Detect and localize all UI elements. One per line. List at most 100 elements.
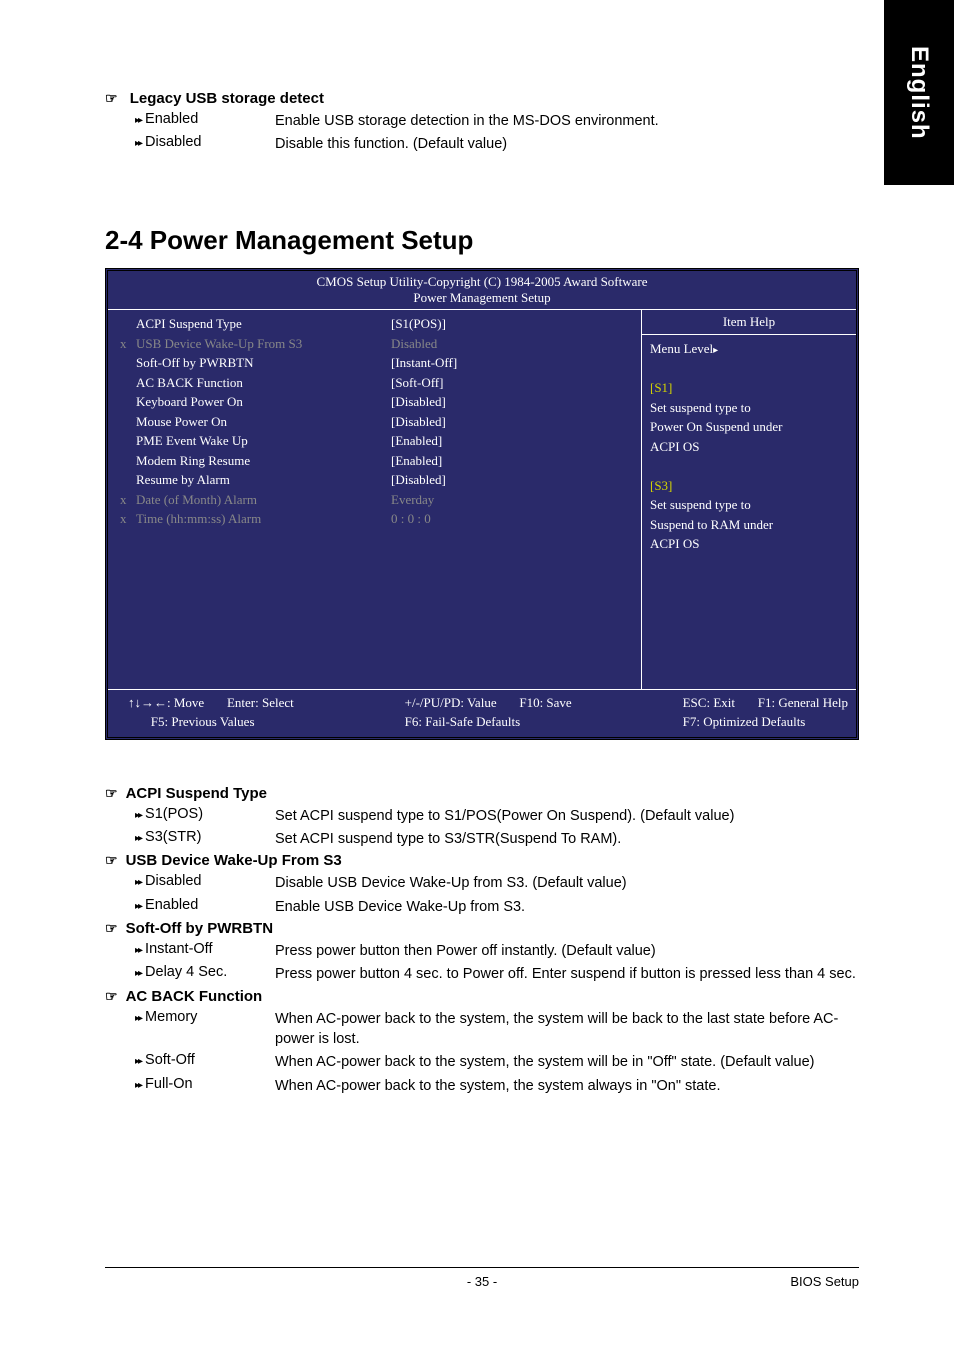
option-row: Enabled Enable USB storage detection in …	[135, 111, 859, 131]
help-line: Power On Suspend under	[650, 417, 848, 437]
bios-setting-row: xTime (hh:mm:ss) Alarm0 : 0 : 0	[120, 509, 633, 529]
bios-setting-row: Keyboard Power On[Disabled]	[120, 392, 633, 412]
option-label: Enabled	[135, 111, 275, 131]
bios-setting-row: PME Event Wake Up[Enabled]	[120, 431, 633, 451]
setting-label: Resume by Alarm	[136, 470, 391, 490]
row-marker	[120, 451, 136, 471]
bios-setting-row: Modem Ring Resume[Enabled]	[120, 451, 633, 471]
option-label: Delay 4 Sec.	[135, 964, 275, 984]
row-marker	[120, 353, 136, 373]
help-line: [S3]	[650, 476, 848, 496]
setting-label: Mouse Power On	[136, 412, 391, 432]
bios-setting-row: Resume by Alarm[Disabled]	[120, 470, 633, 490]
setting-label: Time (hh:mm:ss) Alarm	[136, 509, 391, 529]
option-row: S3(STR)Set ACPI suspend type to S3/STR(S…	[135, 829, 859, 849]
help-line: ACPI OS	[650, 437, 848, 457]
help-line	[650, 456, 848, 476]
row-marker	[120, 373, 136, 393]
setting-value: [Disabled]	[391, 392, 633, 412]
setting-label: PME Event Wake Up	[136, 431, 391, 451]
option-desc: Enable USB storage detection in the MS-D…	[275, 111, 859, 131]
help-line: Set suspend type to	[650, 495, 848, 515]
setting-value: 0 : 0 : 0	[391, 509, 633, 529]
option-row: Full-OnWhen AC-power back to the system,…	[135, 1076, 859, 1096]
setting-value: [Disabled]	[391, 412, 633, 432]
row-marker	[120, 314, 136, 334]
option-desc: Disable USB Device Wake-Up from S3. (Def…	[275, 873, 859, 893]
setting-value: Everday	[391, 490, 633, 510]
row-marker	[120, 431, 136, 451]
page-content: Legacy USB storage detect Enabled Enable…	[0, 0, 954, 1096]
setting-value: Disabled	[391, 334, 633, 354]
bios-title: CMOS Setup Utility-Copyright (C) 1984-20…	[108, 271, 856, 311]
legacy-usb-heading: Legacy USB storage detect	[105, 90, 859, 107]
option-row: DisabledDisable USB Device Wake-Up from …	[135, 873, 859, 893]
option-row: S1(POS)Set ACPI suspend type to S1/POS(P…	[135, 806, 859, 826]
language-side-tab: English	[884, 0, 954, 185]
setting-label: Date (of Month) Alarm	[136, 490, 391, 510]
bios-help-body: Menu Level [S1]Set suspend type toPower …	[642, 335, 856, 558]
bios-setting-row: xUSB Device Wake-Up From S3Disabled	[120, 334, 633, 354]
footer-col: ↑↓→←: Move Enter: Select F5: Previous Va…	[128, 693, 294, 732]
help-line: Set suspend type to	[650, 398, 848, 418]
setting-value: [Instant-Off]	[391, 353, 633, 373]
option-row: Soft-OffWhen AC-power back to the system…	[135, 1052, 859, 1072]
setting-value: [S1(POS)]	[391, 314, 633, 334]
help-line	[650, 359, 848, 379]
setting-value: [Soft-Off]	[391, 373, 633, 393]
setting-value: [Enabled]	[391, 431, 633, 451]
option-label: S3(STR)	[135, 829, 275, 849]
option-desc: Press power button 4 sec. to Power off. …	[275, 964, 859, 984]
help-line: [S1]	[650, 378, 848, 398]
option-label: Full-On	[135, 1076, 275, 1096]
setting-label: Soft-Off by PWRBTN	[136, 353, 391, 373]
option-label: Enabled	[135, 897, 275, 917]
bios-help-header: Item Help	[642, 310, 856, 335]
footer-section-label: BIOS Setup	[790, 1274, 859, 1289]
bios-setting-row: AC BACK Function[Soft-Off]	[120, 373, 633, 393]
main-heading: 2-4 Power Management Setup	[105, 225, 859, 256]
row-marker: x	[120, 490, 136, 510]
menu-level: Menu Level	[650, 339, 848, 359]
option-label: S1(POS)	[135, 806, 275, 826]
bios-setting-row: Mouse Power On[Disabled]	[120, 412, 633, 432]
option-desc: When AC-power back to the system, the sy…	[275, 1052, 859, 1072]
bios-body: ACPI Suspend Type[S1(POS)]xUSB Device Wa…	[108, 310, 856, 689]
bios-help-panel: Item Help Menu Level [S1]Set suspend typ…	[641, 310, 856, 689]
section-heading: Soft-Off by PWRBTN	[105, 920, 859, 937]
bios-footer: ↑↓→←: Move Enter: Select F5: Previous Va…	[108, 689, 856, 737]
option-label: Soft-Off	[135, 1052, 275, 1072]
option-row: Instant-OffPress power button then Power…	[135, 941, 859, 961]
option-label: Disabled	[135, 134, 275, 154]
bios-setting-row: Soft-Off by PWRBTN[Instant-Off]	[120, 353, 633, 373]
row-marker	[120, 470, 136, 490]
setting-label: AC BACK Function	[136, 373, 391, 393]
bios-setting-row: ACPI Suspend Type[S1(POS)]	[120, 314, 633, 334]
option-label: Memory	[135, 1009, 275, 1050]
page-number: - 35 -	[467, 1274, 497, 1289]
section-heading: USB Device Wake-Up From S3	[105, 852, 859, 869]
language-label: English	[905, 46, 933, 140]
help-line: ACPI OS	[650, 534, 848, 554]
footer-col: ESC: Exit F1: General Help F7: Optimized…	[683, 693, 848, 732]
help-line: Suspend to RAM under	[650, 515, 848, 535]
section-heading: ACPI Suspend Type	[105, 785, 859, 802]
option-desc: Set ACPI suspend type to S3/STR(Suspend …	[275, 829, 859, 849]
option-desc: When AC-power back to the system, the sy…	[275, 1009, 859, 1050]
option-label: Disabled	[135, 873, 275, 893]
page-footer: - 35 - BIOS Setup	[105, 1267, 859, 1289]
row-marker: x	[120, 334, 136, 354]
row-marker: x	[120, 509, 136, 529]
option-row: Delay 4 Sec.Press power button 4 sec. to…	[135, 964, 859, 984]
section-heading: AC BACK Function	[105, 988, 859, 1005]
row-marker	[120, 392, 136, 412]
row-marker	[120, 412, 136, 432]
setting-value: [Disabled]	[391, 470, 633, 490]
setting-label: Keyboard Power On	[136, 392, 391, 412]
setting-label: USB Device Wake-Up From S3	[136, 334, 391, 354]
option-desc: Enable USB Device Wake-Up from S3.	[275, 897, 859, 917]
option-row: EnabledEnable USB Device Wake-Up from S3…	[135, 897, 859, 917]
setting-label: Modem Ring Resume	[136, 451, 391, 471]
setting-value: [Enabled]	[391, 451, 633, 471]
option-desc: When AC-power back to the system, the sy…	[275, 1076, 859, 1096]
